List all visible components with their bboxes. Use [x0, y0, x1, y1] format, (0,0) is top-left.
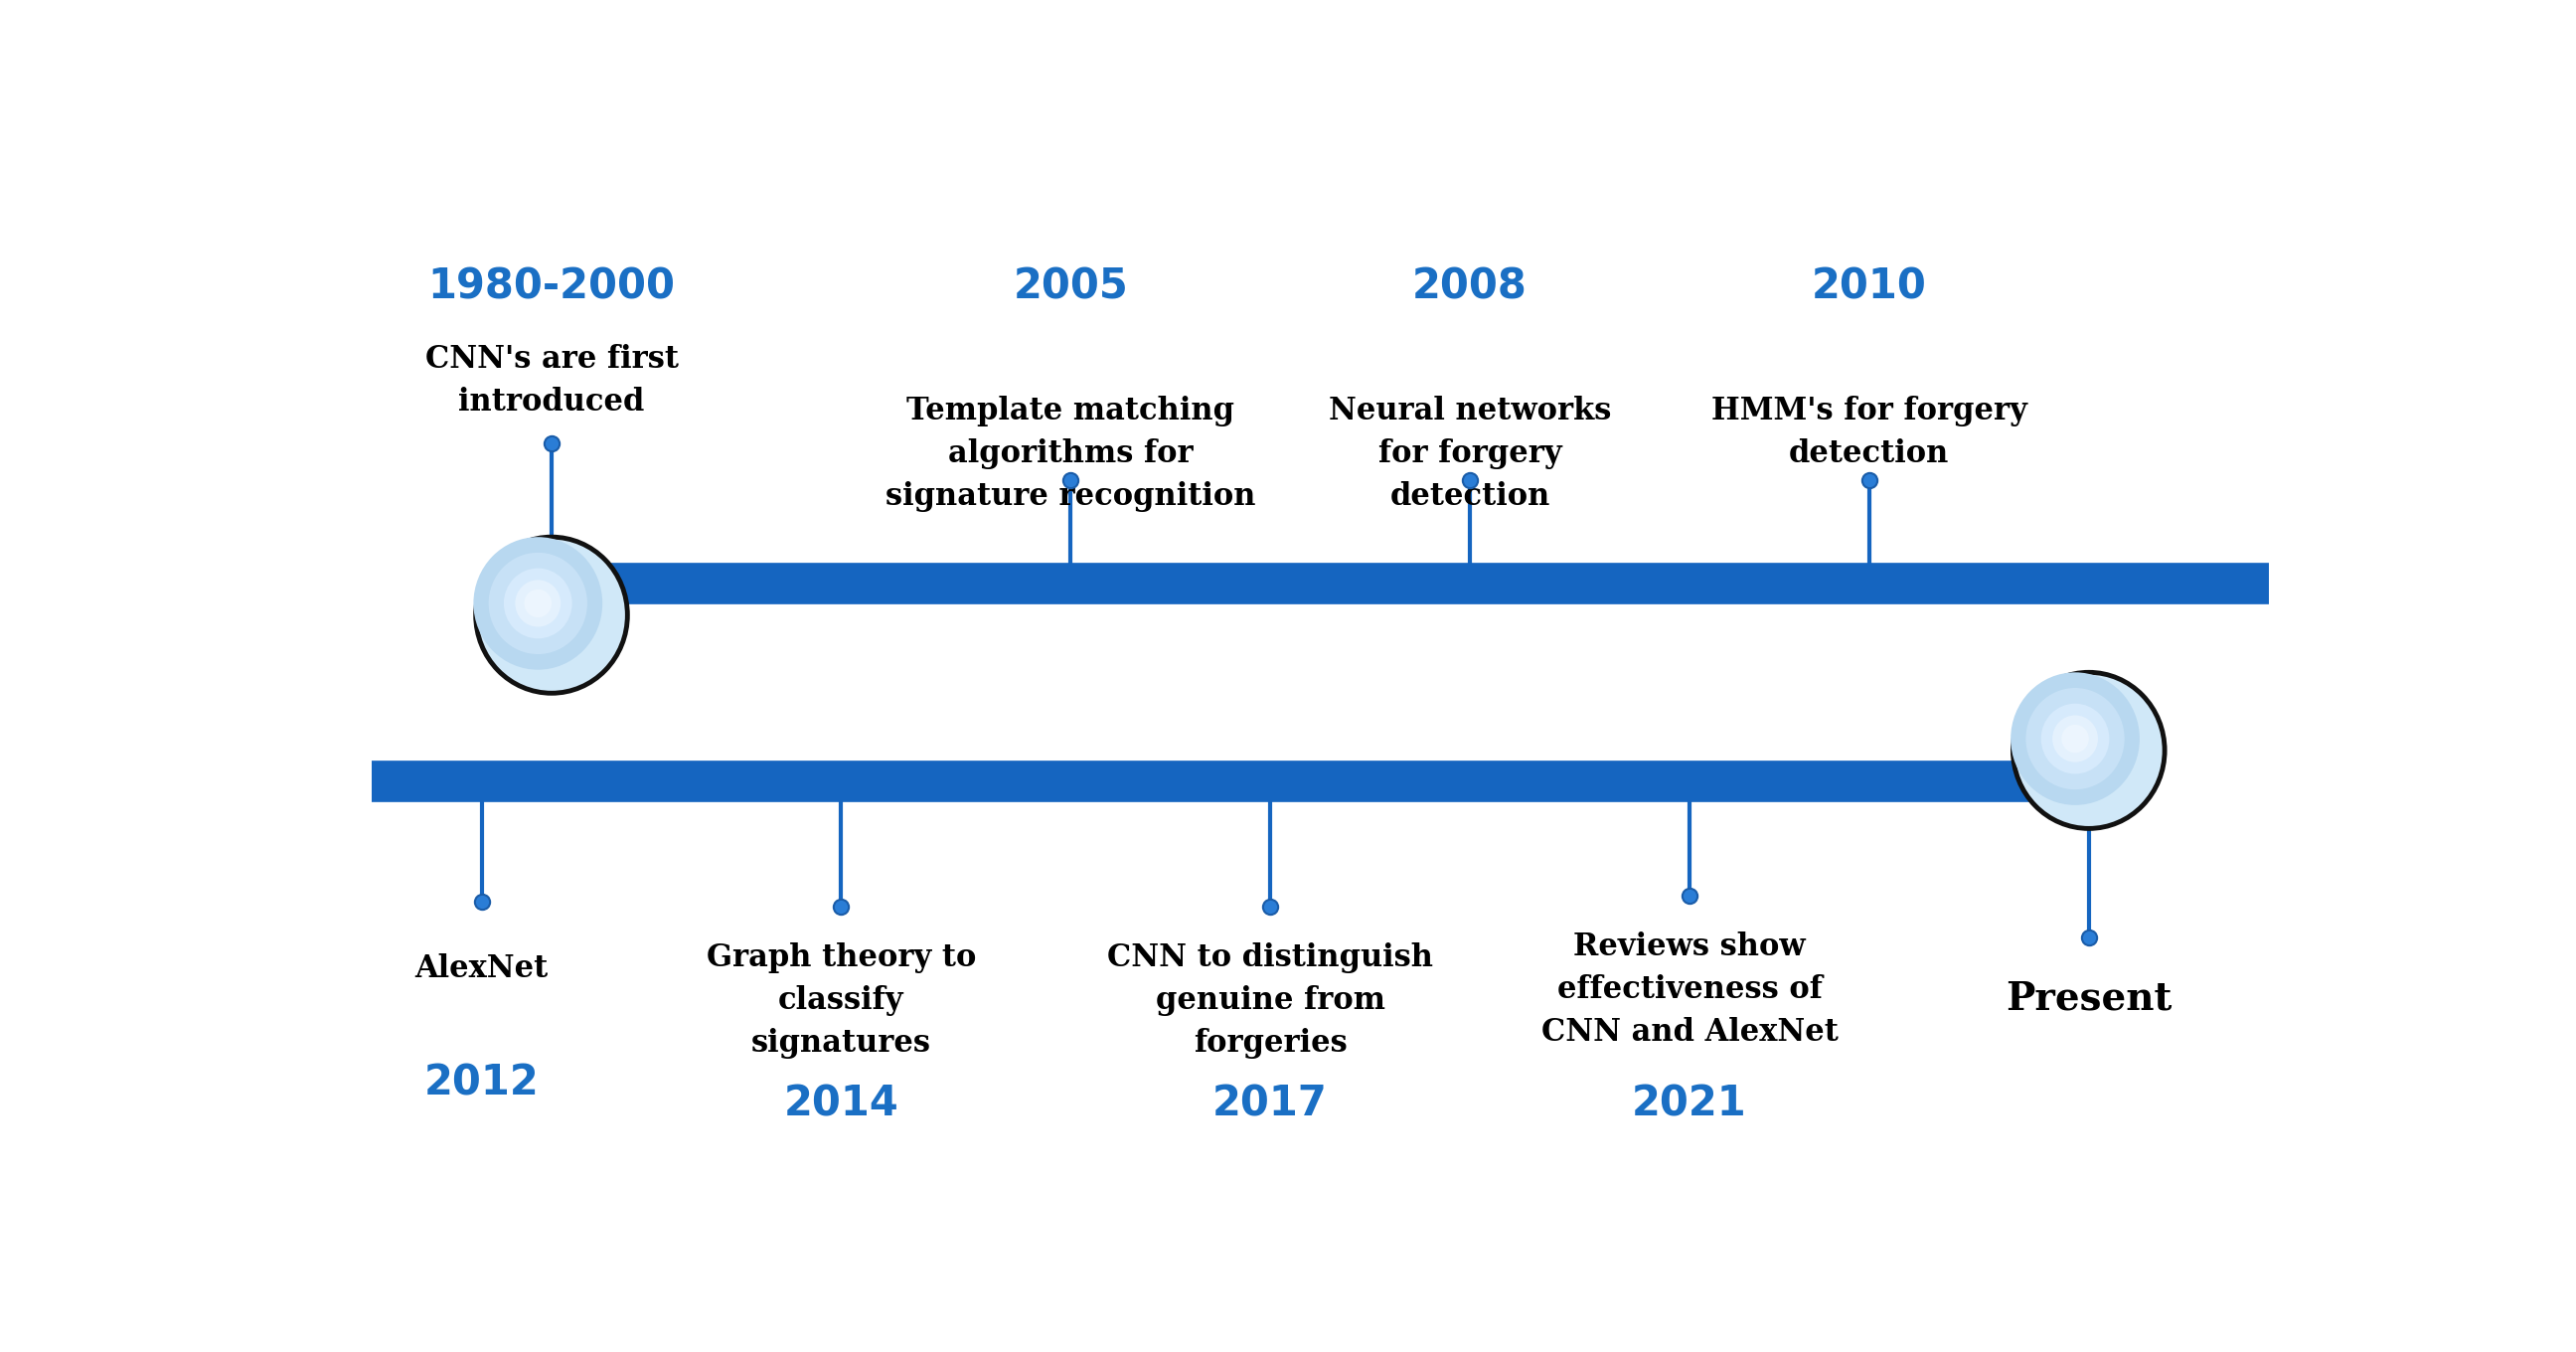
- Text: 2010: 2010: [1811, 266, 1927, 308]
- Ellipse shape: [2025, 688, 2125, 790]
- Ellipse shape: [526, 589, 551, 618]
- Text: 2017: 2017: [1213, 1083, 1327, 1125]
- Text: CNN's are first
introduced: CNN's are first introduced: [425, 343, 677, 418]
- Text: Template matching
algorithms for
signature recognition: Template matching algorithms for signatu…: [886, 396, 1255, 512]
- Text: AlexNet: AlexNet: [415, 953, 549, 984]
- Text: Neural networks
for forgery
detection: Neural networks for forgery detection: [1329, 396, 1610, 512]
- Text: 2005: 2005: [1012, 266, 1128, 308]
- Ellipse shape: [489, 553, 587, 654]
- Text: Graph theory to
classify
signatures: Graph theory to classify signatures: [706, 942, 976, 1059]
- Ellipse shape: [2012, 672, 2141, 804]
- Text: Reviews show
effectiveness of
CNN and AlexNet: Reviews show effectiveness of CNN and Al…: [1540, 932, 1839, 1048]
- Ellipse shape: [2040, 703, 2110, 773]
- Text: 1980-2000: 1980-2000: [428, 266, 675, 308]
- Ellipse shape: [477, 537, 629, 694]
- Text: HMM's for forgery
detection: HMM's for forgery detection: [1710, 396, 2027, 469]
- Ellipse shape: [2053, 715, 2097, 763]
- Text: 2021: 2021: [1633, 1083, 1747, 1125]
- Text: 2008: 2008: [1412, 266, 1528, 308]
- Ellipse shape: [2061, 725, 2089, 753]
- Ellipse shape: [515, 580, 562, 627]
- Ellipse shape: [474, 537, 603, 669]
- Ellipse shape: [2012, 672, 2164, 829]
- Text: CNN to distinguish
genuine from
forgeries: CNN to distinguish genuine from forgerie…: [1108, 942, 1432, 1059]
- Text: Present: Present: [2007, 979, 2172, 1017]
- Text: 2014: 2014: [783, 1083, 899, 1125]
- Ellipse shape: [505, 568, 572, 638]
- Text: 2012: 2012: [425, 1063, 538, 1105]
